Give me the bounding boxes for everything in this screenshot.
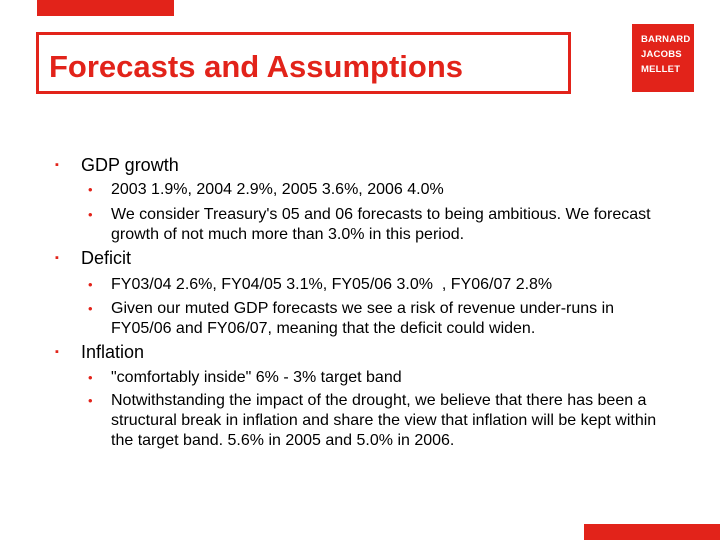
dot-bullet-icon: • [88, 277, 93, 292]
list-item: • Given our muted GDP forecasts we see a… [88, 299, 668, 339]
square-bullet-icon: ▪ [55, 252, 59, 264]
section-gdp-growth: ▪ GDP growth [55, 154, 179, 176]
section-inflation: ▪ Inflation [55, 341, 144, 363]
section-heading: GDP growth [81, 155, 179, 175]
list-item: • "comfortably inside" 6% - 3% target ba… [88, 368, 668, 388]
dot-bullet-icon: • [88, 301, 93, 316]
top-accent-bar [37, 0, 174, 16]
section-heading: Inflation [81, 342, 145, 362]
title-box: Forecasts and Assumptions [36, 32, 571, 94]
bullet-text: 2003 1.9%, 2004 2.9%, 2005 3.6%, 2006 4.… [111, 181, 444, 198]
bullet-text: We consider Treasury's 05 and 06 forecas… [111, 206, 656, 243]
logo-line-1: BARNARD [641, 34, 691, 45]
bullet-text: FY03/04 2.6%, FY04/05 3.1%, FY05/06 3.0%… [111, 276, 553, 293]
bottom-accent-bar [584, 524, 720, 540]
dot-bullet-icon: • [88, 207, 93, 222]
bullet-text: Notwithstanding the impact of the drough… [111, 392, 661, 449]
list-item: • 2003 1.9%, 2004 2.9%, 2005 3.6%, 2006 … [88, 180, 668, 200]
list-item: • Notwithstanding the impact of the drou… [88, 391, 668, 451]
list-item: • FY03/04 2.6%, FY04/05 3.1%, FY05/06 3.… [88, 275, 668, 295]
section-heading: Deficit [81, 248, 132, 268]
section-deficit: ▪ Deficit [55, 247, 131, 269]
logo-line-3: MELLET [641, 64, 681, 75]
bullet-text: Given our muted GDP forecasts we see a r… [111, 300, 619, 337]
company-logo: BARNARD JACOBS MELLET [632, 24, 694, 92]
logo-line-2: JACOBS [641, 49, 682, 60]
dot-bullet-icon: • [88, 370, 93, 385]
list-item: • We consider Treasury's 05 and 06 forec… [88, 205, 668, 245]
bullet-text: "comfortably inside" 6% - 3% target band [111, 369, 402, 386]
square-bullet-icon: ▪ [55, 346, 59, 358]
page-title: Forecasts and Assumptions [49, 49, 464, 84]
dot-bullet-icon: • [88, 182, 93, 197]
square-bullet-icon: ▪ [55, 159, 59, 171]
dot-bullet-icon: • [88, 393, 93, 408]
